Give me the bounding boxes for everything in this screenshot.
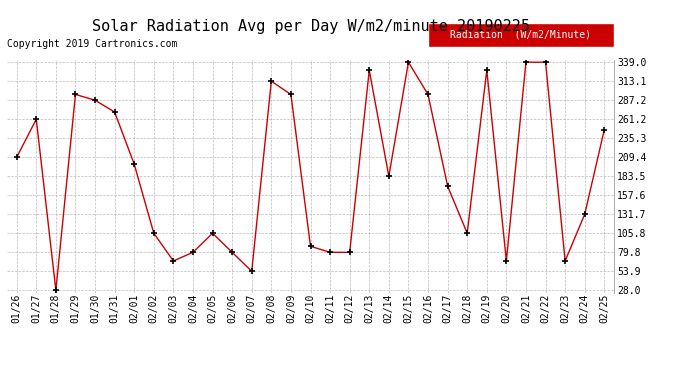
Text: Copyright 2019 Cartronics.com: Copyright 2019 Cartronics.com: [7, 39, 177, 50]
Text: Solar Radiation Avg per Day W/m2/minute 20190225: Solar Radiation Avg per Day W/m2/minute …: [92, 19, 529, 34]
Text: Radiation  (W/m2/Minute): Radiation (W/m2/Minute): [451, 30, 591, 40]
